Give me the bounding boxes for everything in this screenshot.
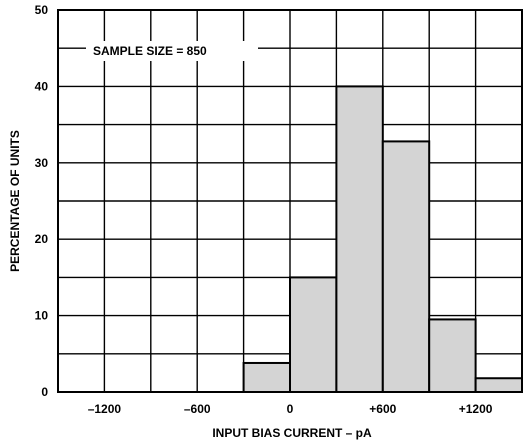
- y-tick-label: 10: [35, 309, 49, 323]
- y-tick-label: 20: [35, 232, 49, 246]
- bars: [242, 85, 524, 394]
- grid: [58, 10, 522, 392]
- x-tick-labels: –1200 –600 0 +600 +1200: [88, 402, 493, 416]
- plot-frame: [57, 9, 523, 393]
- x-tick-label: 0: [287, 402, 294, 416]
- histogram-bar: [428, 318, 477, 394]
- histogram-bar: [381, 140, 431, 393]
- y-tick-label: 40: [35, 79, 49, 93]
- sample-size-annotation: SAMPLE SIZE = 850: [93, 44, 207, 58]
- x-tick-label: +1200: [459, 402, 493, 416]
- x-tick-label: –1200: [88, 402, 122, 416]
- y-tick-label: 30: [35, 156, 49, 170]
- y-tick-labels: 0 10 20 30 40 50: [35, 3, 49, 399]
- histogram-bar: [242, 361, 292, 393]
- y-tick-label: 0: [41, 385, 48, 399]
- histogram-bar: [335, 85, 384, 394]
- annotation-background: [86, 41, 258, 61]
- y-tick-label: 50: [35, 3, 49, 17]
- annotation-box: SAMPLE SIZE = 850: [86, 41, 258, 61]
- histogram-bar: [474, 377, 524, 393]
- histogram-bar: [289, 276, 338, 393]
- x-tick-label: –600: [184, 402, 211, 416]
- x-tick-label: +600: [369, 402, 396, 416]
- x-axis-label: INPUT BIAS CURRENT – pA: [212, 426, 372, 440]
- y-axis-label: PERCENTAGE OF UNITS: [8, 130, 22, 272]
